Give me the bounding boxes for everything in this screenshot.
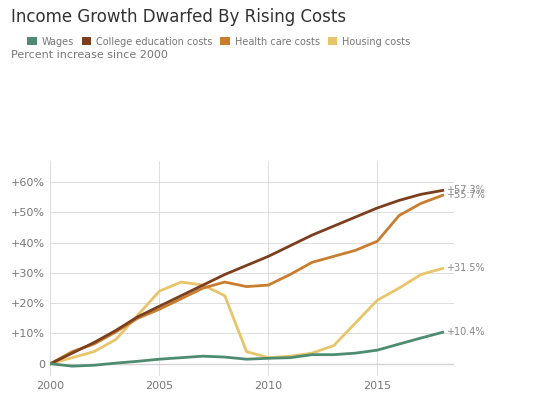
Legend: Wages, College education costs, Health care costs, Housing costs: Wages, College education costs, Health c… [23, 33, 414, 50]
Text: +31.5%: +31.5% [446, 263, 484, 273]
Text: Income Growth Dwarfed By Rising Costs: Income Growth Dwarfed By Rising Costs [11, 8, 346, 26]
Text: Percent increase since 2000: Percent increase since 2000 [11, 50, 168, 59]
Text: +10.4%: +10.4% [446, 327, 484, 337]
Text: +55.7%: +55.7% [446, 190, 485, 200]
Text: +57.3%: +57.3% [446, 185, 485, 195]
